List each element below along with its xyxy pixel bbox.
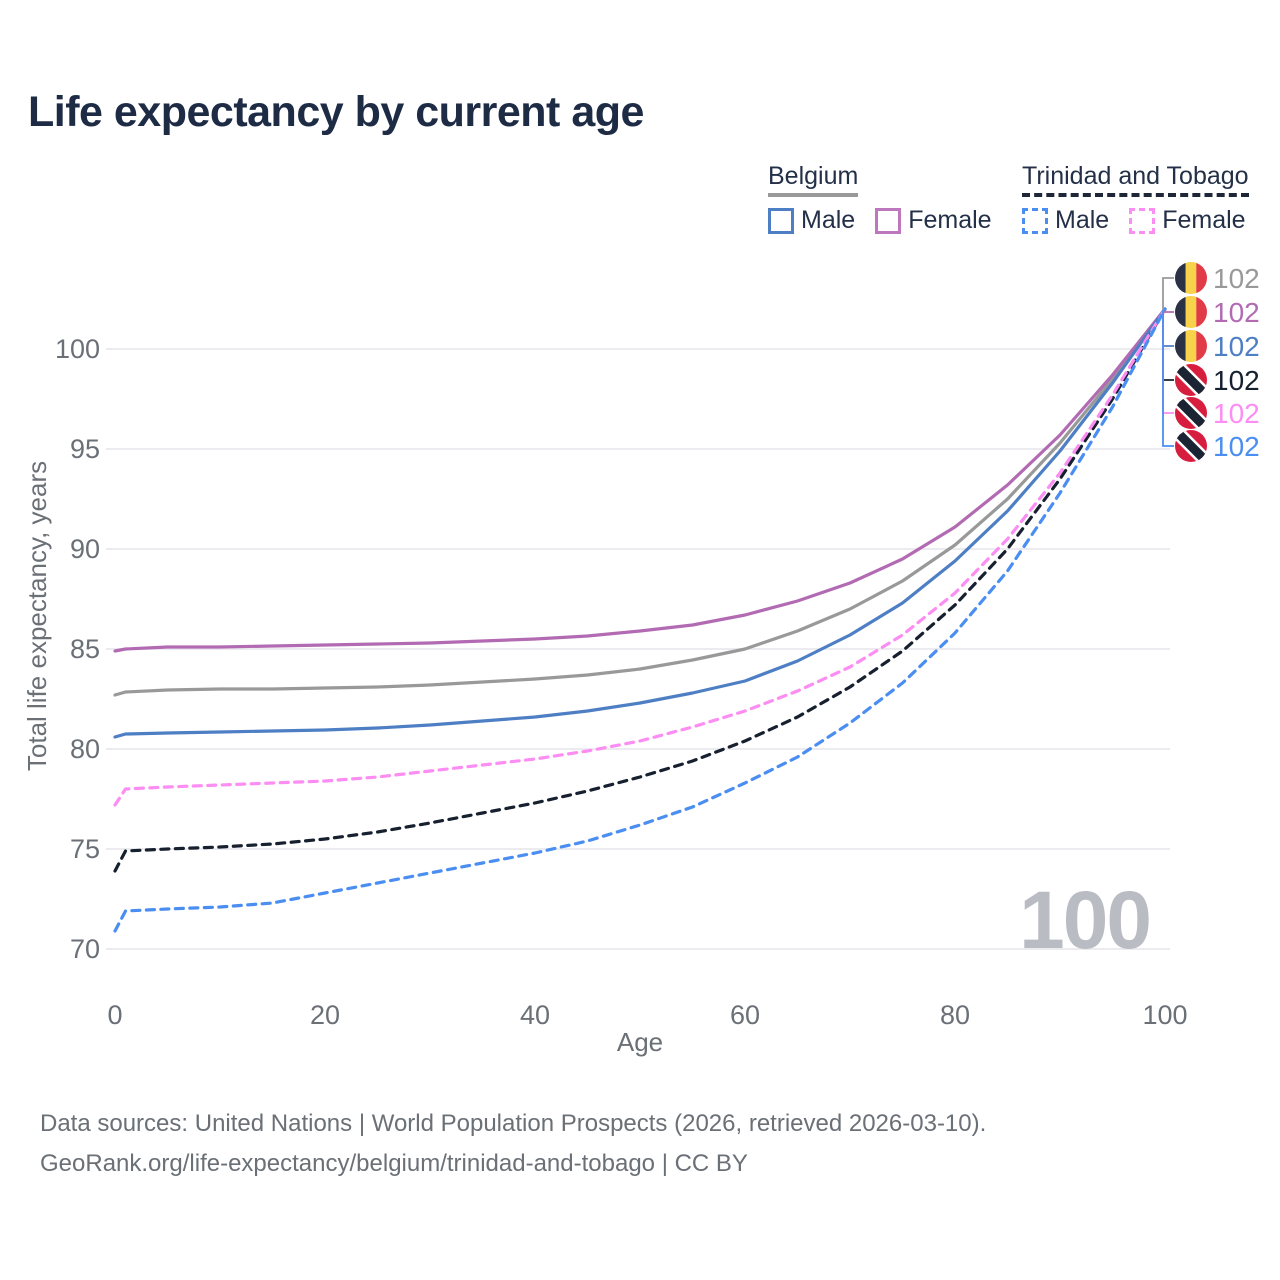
x-tick-20: 20	[310, 1000, 340, 1030]
series-line-belgium-male[interactable]	[113, 307, 1167, 739]
end-label-value-1: 102	[1213, 297, 1260, 328]
end-label-value-5: 102	[1213, 431, 1260, 462]
end-label-connector-5	[1162, 310, 1174, 447]
series-line-trinidad-and-tobago-female[interactable]	[113, 307, 1167, 807]
end-label-connector-0	[1162, 277, 1174, 310]
series-line-trinidad-and-tobago-combined[interactable]	[113, 307, 1167, 873]
age-counter-watermark: 100	[1019, 875, 1152, 966]
legend-label-belgium-female[interactable]: Female	[908, 206, 992, 234]
y-tick-70: 70	[70, 934, 100, 964]
series-line-belgium-combined[interactable]	[113, 307, 1167, 697]
end-label-connector-3	[1162, 310, 1174, 381]
footer-data-sources: Data sources: United Nations | World Pop…	[40, 1110, 987, 1137]
x-tick-60: 60	[730, 1000, 760, 1030]
flag-icon-belgium	[1175, 296, 1207, 328]
y-tick-75: 75	[70, 834, 100, 864]
flag-icon-trinidad-and-tobago	[1175, 364, 1207, 396]
legend-swatch-belgium-male[interactable]	[768, 207, 794, 234]
x-axis-title: Age	[617, 1027, 663, 1057]
legend-label-belgium-male[interactable]: Male	[801, 206, 856, 234]
y-tick-85: 85	[70, 634, 100, 664]
x-tick-0: 0	[107, 1000, 122, 1030]
flag-icon-trinidad-and-tobago	[1175, 430, 1207, 462]
legend-swatch-tt-female[interactable]	[1129, 207, 1156, 234]
x-tick-100: 100	[1142, 1000, 1187, 1030]
legend-label-tt-female[interactable]: Female	[1162, 206, 1246, 234]
footer: Data sources: United Nations | World Pop…	[40, 1104, 986, 1184]
flag-icon-trinidad-and-tobago	[1175, 397, 1207, 429]
flag-icon-belgium	[1175, 262, 1207, 294]
end-label-value-4: 102	[1213, 398, 1260, 429]
y-tick-90: 90	[70, 534, 100, 564]
end-label-value-3: 102	[1213, 365, 1260, 396]
legend-country-trinidad-and-tobago: Trinidad and Tobago	[1022, 162, 1249, 197]
legend-group-trinidad-and-tobago: Trinidad and Tobago Male Female	[1022, 162, 1266, 235]
legend-swatch-tt-male[interactable]	[1022, 207, 1048, 234]
end-label-connector-4	[1162, 310, 1174, 414]
page-title: Life expectancy by current age	[28, 88, 644, 136]
series-line-belgium-female[interactable]	[113, 307, 1167, 653]
legend-row-belgium: Male Female	[768, 206, 1012, 235]
x-tick-40: 40	[520, 1000, 550, 1030]
flag-icon-belgium	[1175, 330, 1207, 362]
legend-country-belgium: Belgium	[768, 162, 859, 197]
legend-label-tt-male[interactable]: Male	[1055, 206, 1110, 234]
y-tick-80: 80	[70, 734, 100, 764]
legend-group-belgium: Belgium Male Female	[768, 162, 1012, 235]
legend-swatch-belgium-female[interactable]	[875, 207, 902, 234]
y-axis-title: Total life expectancy, years	[22, 461, 52, 771]
series-line-trinidad-and-tobago-male[interactable]	[113, 307, 1167, 933]
footer-attribution[interactable]: GeoRank.org/life-expectancy/belgium/trin…	[40, 1150, 748, 1177]
x-tick-80: 80	[940, 1000, 970, 1030]
legend-row-trinidad-and-tobago: Male Female	[1022, 206, 1266, 235]
y-tick-95: 95	[70, 434, 100, 464]
end-label-value-2: 102	[1213, 331, 1260, 362]
end-label-connector-2	[1162, 310, 1174, 347]
y-tick-100: 100	[55, 334, 100, 364]
end-label-value-0: 102	[1213, 263, 1260, 294]
